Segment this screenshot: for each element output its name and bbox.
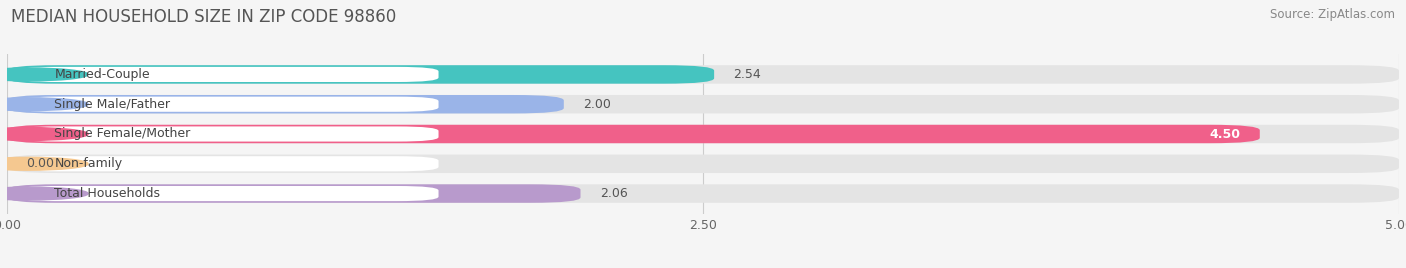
Circle shape (0, 68, 89, 81)
Text: Single Male/Father: Single Male/Father (55, 98, 170, 111)
Circle shape (0, 128, 89, 140)
FancyBboxPatch shape (15, 97, 439, 112)
Circle shape (0, 157, 89, 170)
FancyBboxPatch shape (15, 67, 439, 82)
FancyBboxPatch shape (15, 186, 439, 201)
FancyBboxPatch shape (7, 65, 714, 84)
Circle shape (0, 187, 89, 200)
Text: Married-Couple: Married-Couple (55, 68, 150, 81)
Text: Non-family: Non-family (55, 157, 122, 170)
FancyBboxPatch shape (7, 155, 1399, 173)
FancyBboxPatch shape (7, 184, 581, 203)
Text: 2.06: 2.06 (600, 187, 627, 200)
Text: 2.54: 2.54 (734, 68, 762, 81)
Text: Total Households: Total Households (55, 187, 160, 200)
FancyBboxPatch shape (7, 125, 1260, 143)
FancyBboxPatch shape (7, 184, 1399, 203)
Text: Single Female/Mother: Single Female/Mother (55, 128, 191, 140)
FancyBboxPatch shape (7, 95, 564, 113)
Text: Source: ZipAtlas.com: Source: ZipAtlas.com (1270, 8, 1395, 21)
Text: 4.50: 4.50 (1209, 128, 1240, 140)
FancyBboxPatch shape (7, 65, 1399, 84)
FancyBboxPatch shape (15, 156, 439, 171)
FancyBboxPatch shape (15, 126, 439, 142)
Text: MEDIAN HOUSEHOLD SIZE IN ZIP CODE 98860: MEDIAN HOUSEHOLD SIZE IN ZIP CODE 98860 (11, 8, 396, 26)
Text: 2.00: 2.00 (583, 98, 612, 111)
Circle shape (0, 98, 89, 111)
FancyBboxPatch shape (7, 95, 1399, 113)
FancyBboxPatch shape (7, 125, 1399, 143)
Text: 0.00: 0.00 (27, 157, 55, 170)
